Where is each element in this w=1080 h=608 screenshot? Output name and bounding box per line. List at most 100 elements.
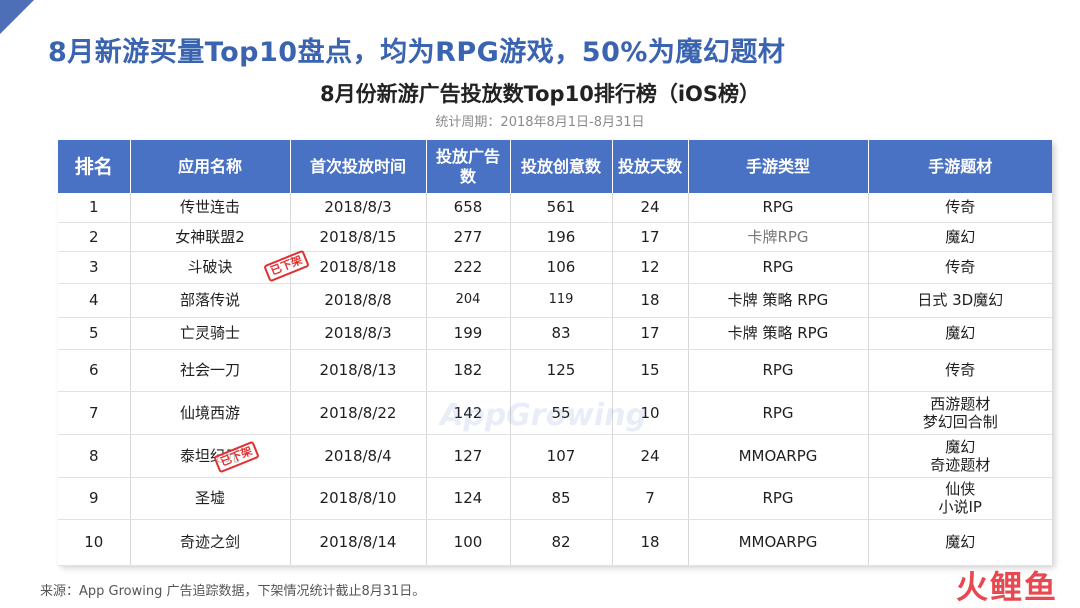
cell-creatives: 107	[510, 434, 613, 478]
cell-ads: 199	[426, 317, 511, 350]
cell-creatives: 119	[510, 283, 613, 318]
theme-line: 西游题材	[930, 394, 991, 413]
cell-ads: 100	[426, 519, 511, 566]
cell-type: RPG	[688, 251, 869, 284]
theme-line: 梦幻回合制	[922, 412, 998, 431]
cell-days: 24	[612, 434, 689, 478]
cell-date: 2018/8/18	[290, 251, 427, 284]
cell-rank: 7	[58, 391, 131, 435]
cell-app-name: 泰坦纪元	[130, 434, 291, 478]
cell-days: 7	[612, 477, 689, 520]
cell-creatives: 106	[510, 251, 613, 284]
cell-type: MMOARPG	[688, 434, 869, 478]
cell-theme: 西游题材 梦幻回合制	[868, 391, 1052, 435]
cell-creatives: 55	[510, 391, 613, 435]
cell-type: RPG	[688, 477, 869, 520]
cell-ads: 222	[426, 251, 511, 284]
table-row: 5 亡灵骑士 2018/8/3 199 83 17 卡牌 策略 RPG 魔幻	[58, 317, 1052, 350]
cell-theme: 传奇	[868, 251, 1052, 284]
table-row: 3 斗破诀 2018/8/18 222 106 12 RPG 传奇	[58, 251, 1052, 284]
cell-type: 卡牌RPG	[688, 222, 869, 252]
cell-date: 2018/8/3	[290, 193, 427, 223]
table-row: 6 社会一刀 2018/8/13 182 125 15 RPG 传奇	[58, 349, 1052, 392]
cell-date: 2018/8/4	[290, 434, 427, 478]
table-row: 1 传世连击 2018/8/3 658 561 24 RPG 传奇	[58, 193, 1052, 223]
cell-type: RPG	[688, 391, 869, 435]
table-row: 7 仙境西游 2018/8/22 142 55 10 RPG 西游题材 梦幻回合…	[58, 391, 1052, 435]
source-note: 来源：App Growing 广告追踪数据，下架情况统计截止8月31日。	[40, 584, 426, 599]
cell-theme: 魔幻	[868, 222, 1052, 252]
cell-rank: 6	[58, 349, 131, 392]
cell-ads: 277	[426, 222, 511, 252]
cell-app-name: 圣墟	[130, 477, 291, 520]
table-title: 8月份新游广告投放数Top10排行榜（iOS榜）	[319, 82, 760, 106]
cell-ads: 124	[426, 477, 511, 520]
cell-ads: 658	[426, 193, 511, 223]
cell-creatives: 82	[510, 519, 613, 566]
header-days: 投放天数	[612, 140, 689, 193]
cell-days: 12	[612, 251, 689, 284]
cell-creatives: 196	[510, 222, 613, 252]
cell-creatives: 561	[510, 193, 613, 223]
cell-creatives: 125	[510, 349, 613, 392]
header-rank: 排名	[58, 140, 131, 193]
cell-rank: 1	[58, 193, 131, 223]
table-row: 10 奇迹之剑 2018/8/14 100 82 18 MMOARPG 魔幻	[58, 519, 1052, 566]
theme-line: 奇迹题材	[930, 455, 991, 474]
table-header-row: 排名 应用名称 首次投放时间 投放广告数 投放创意数 投放天数 手游类型 手游题…	[58, 140, 1052, 193]
brand-logo: 火鲤鱼	[955, 568, 1058, 606]
cell-date: 2018/8/8	[290, 283, 427, 318]
cell-date: 2018/8/13	[290, 349, 427, 392]
cell-theme: 魔幻	[868, 317, 1052, 350]
cell-days: 17	[612, 222, 689, 252]
cell-days: 18	[612, 519, 689, 566]
cell-days: 24	[612, 193, 689, 223]
cell-theme: 日式 3D魔幻	[868, 283, 1052, 318]
ranking-table-container: 排名 应用名称 首次投放时间 投放广告数 投放创意数 投放天数 手游类型 手游题…	[58, 140, 1052, 566]
cell-ads: 142	[426, 391, 511, 435]
cell-date: 2018/8/14	[290, 519, 427, 566]
header-app-name: 应用名称	[130, 140, 291, 193]
cell-rank: 5	[58, 317, 131, 350]
corner-decoration	[0, 0, 34, 34]
cell-days: 10	[612, 391, 689, 435]
cell-rank: 10	[58, 519, 131, 566]
theme-line: 魔幻	[945, 437, 976, 456]
cell-app-name: 传世连击	[130, 193, 291, 223]
cell-days: 18	[612, 283, 689, 318]
ranking-table: 排名 应用名称 首次投放时间 投放广告数 投放创意数 投放天数 手游类型 手游题…	[58, 140, 1052, 566]
header-game-theme: 手游题材	[868, 140, 1052, 193]
cell-app-name: 亡灵骑士	[130, 317, 291, 350]
cell-date: 2018/8/15	[290, 222, 427, 252]
page-title: 8月新游买量Top10盘点，均为RPG游戏，50%为魔幻题材	[48, 37, 786, 68]
cell-theme: 传奇	[868, 193, 1052, 223]
cell-date: 2018/8/3	[290, 317, 427, 350]
header-ads-count: 投放广告数	[426, 140, 511, 193]
cell-ads: 127	[426, 434, 511, 478]
header-game-type: 手游类型	[688, 140, 869, 193]
cell-app-name: 仙境西游	[130, 391, 291, 435]
cell-ads: 204	[426, 283, 511, 318]
cell-type: RPG	[688, 193, 869, 223]
cell-app-name: 奇迹之剑	[130, 519, 291, 566]
table-row: 8 泰坦纪元 2018/8/4 127 107 24 MMOARPG 魔幻 奇迹…	[58, 434, 1052, 478]
theme-line: 小说IP	[938, 498, 982, 516]
cell-type: 卡牌 策略 RPG	[688, 317, 869, 350]
header-first-date: 首次投放时间	[290, 140, 427, 193]
cell-rank: 8	[58, 434, 131, 478]
cell-date: 2018/8/10	[290, 477, 427, 520]
cell-rank: 2	[58, 222, 131, 252]
cell-creatives: 85	[510, 477, 613, 520]
cell-days: 15	[612, 349, 689, 392]
table-row: 2 女神联盟2 2018/8/15 277 196 17 卡牌RPG 魔幻	[58, 222, 1052, 252]
cell-ads: 182	[426, 349, 511, 392]
cell-rank: 4	[58, 283, 131, 318]
table-row: 9 圣墟 2018/8/10 124 85 7 RPG 仙侠 小说IP	[58, 477, 1052, 520]
cell-type: RPG	[688, 349, 869, 392]
cell-creatives: 83	[510, 317, 613, 350]
cell-app-name: 社会一刀	[130, 349, 291, 392]
cell-type: MMOARPG	[688, 519, 869, 566]
cell-theme: 仙侠 小说IP	[868, 477, 1052, 520]
theme-line: 仙侠	[945, 480, 976, 498]
cell-app-name: 部落传说	[130, 283, 291, 318]
